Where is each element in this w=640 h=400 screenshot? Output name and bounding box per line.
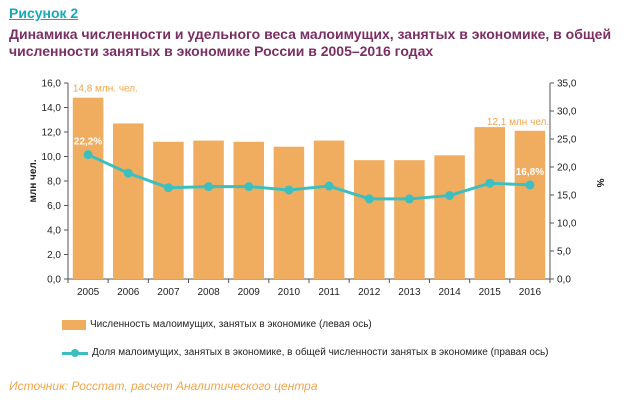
x-tick-label-2009: 2009 [238, 287, 261, 298]
bar-2016 [514, 130, 546, 279]
y-tick-label-left: 16,0 [42, 79, 62, 90]
bar-2010 [273, 146, 305, 279]
bar-2012 [353, 160, 385, 279]
bar-2015 [474, 127, 506, 279]
legend-item-line: Доля малоимущих, занятых в экономике, в … [62, 347, 549, 358]
x-tick-label-2014: 2014 [438, 287, 461, 298]
x-tick-label-2015: 2015 [479, 287, 502, 298]
line-point-2013 [404, 194, 414, 204]
x-tick-label-2016: 2016 [519, 287, 542, 298]
y-tick-label-right: 0,0 [557, 275, 571, 286]
x-tick-label-2013: 2013 [398, 287, 421, 298]
line-point-2016 [525, 180, 535, 190]
y-tick-label-left: 12,0 [42, 128, 62, 139]
line-point-2009 [244, 182, 254, 192]
bar-2007 [153, 141, 184, 279]
data-label-bar: 14,8 млн. чел. [73, 84, 138, 95]
x-tick-label-2012: 2012 [358, 287, 381, 298]
y-tick-label-right: 30,0 [557, 107, 577, 118]
data-label-line: 22,2% [74, 137, 102, 148]
data-label-line: 16,8% [516, 167, 544, 178]
x-tick-label-2006: 2006 [117, 287, 140, 298]
bar-2013 [394, 160, 425, 279]
bar-2011 [313, 140, 345, 279]
bar-2009 [233, 141, 265, 279]
y-axis-title-left: млн чел. [28, 159, 39, 202]
line-series [87, 153, 530, 201]
data-label-bar: 12,1 млн чел. [487, 117, 549, 128]
legend-item-bars: Численность малоимущих, занятых в эконом… [62, 319, 372, 330]
bar-2005 [72, 97, 104, 279]
y-tick-label-right: 5,0 [557, 247, 571, 258]
y-tick-label-right: 20,0 [557, 163, 577, 174]
legend-swatch-bar [62, 319, 86, 330]
line-point-2010 [284, 185, 294, 195]
figure-label: Рисунок 2 [9, 5, 79, 21]
line-point-2008 [204, 182, 214, 192]
y-tick-label-right: 25,0 [557, 135, 577, 146]
x-tick-label-2008: 2008 [197, 287, 220, 298]
bar-2006 [112, 123, 144, 279]
line-point-2014 [445, 191, 455, 201]
y-tick-label-right: 10,0 [557, 219, 577, 230]
line-point-2012 [364, 194, 374, 204]
y-tick-label-left: 8,0 [47, 177, 61, 188]
line-point-2006 [123, 168, 133, 178]
y-tick-label-left: 6,0 [47, 201, 61, 212]
source-note: Источник: Росстат, расчет Аналитического… [9, 379, 318, 393]
legend-swatch-line [62, 348, 88, 358]
legend-label-bars: Численность малоимущих, занятых в эконом… [90, 319, 372, 330]
y-tick-label-left: 0,0 [47, 275, 61, 286]
y-tick-label-left: 10,0 [42, 152, 62, 163]
line-point-2011 [324, 181, 334, 191]
y-tick-label-right: 15,0 [557, 191, 577, 202]
line-point-2015 [485, 178, 495, 188]
line-point-2007 [163, 183, 173, 193]
x-tick-label-2011: 2011 [318, 287, 340, 298]
x-tick-label-2007: 2007 [157, 287, 180, 298]
bar-2008 [193, 140, 224, 279]
y-tick-label-left: 4,0 [47, 226, 61, 237]
bar-2014 [434, 155, 465, 279]
y-tick-label-left: 14,0 [42, 103, 62, 114]
chart-title: Динамика численности и удельного веса ма… [9, 26, 612, 59]
legend-label-line: Доля малоимущих, занятых в экономике, в … [92, 347, 549, 358]
x-tick-label-2010: 2010 [278, 287, 301, 298]
y-axis-title-right: % [594, 179, 605, 188]
y-tick-label-left: 2,0 [47, 250, 61, 261]
x-tick-label-2005: 2005 [77, 287, 100, 298]
line-point-2005 [83, 150, 93, 160]
y-tick-label-right: 35,0 [557, 79, 577, 90]
